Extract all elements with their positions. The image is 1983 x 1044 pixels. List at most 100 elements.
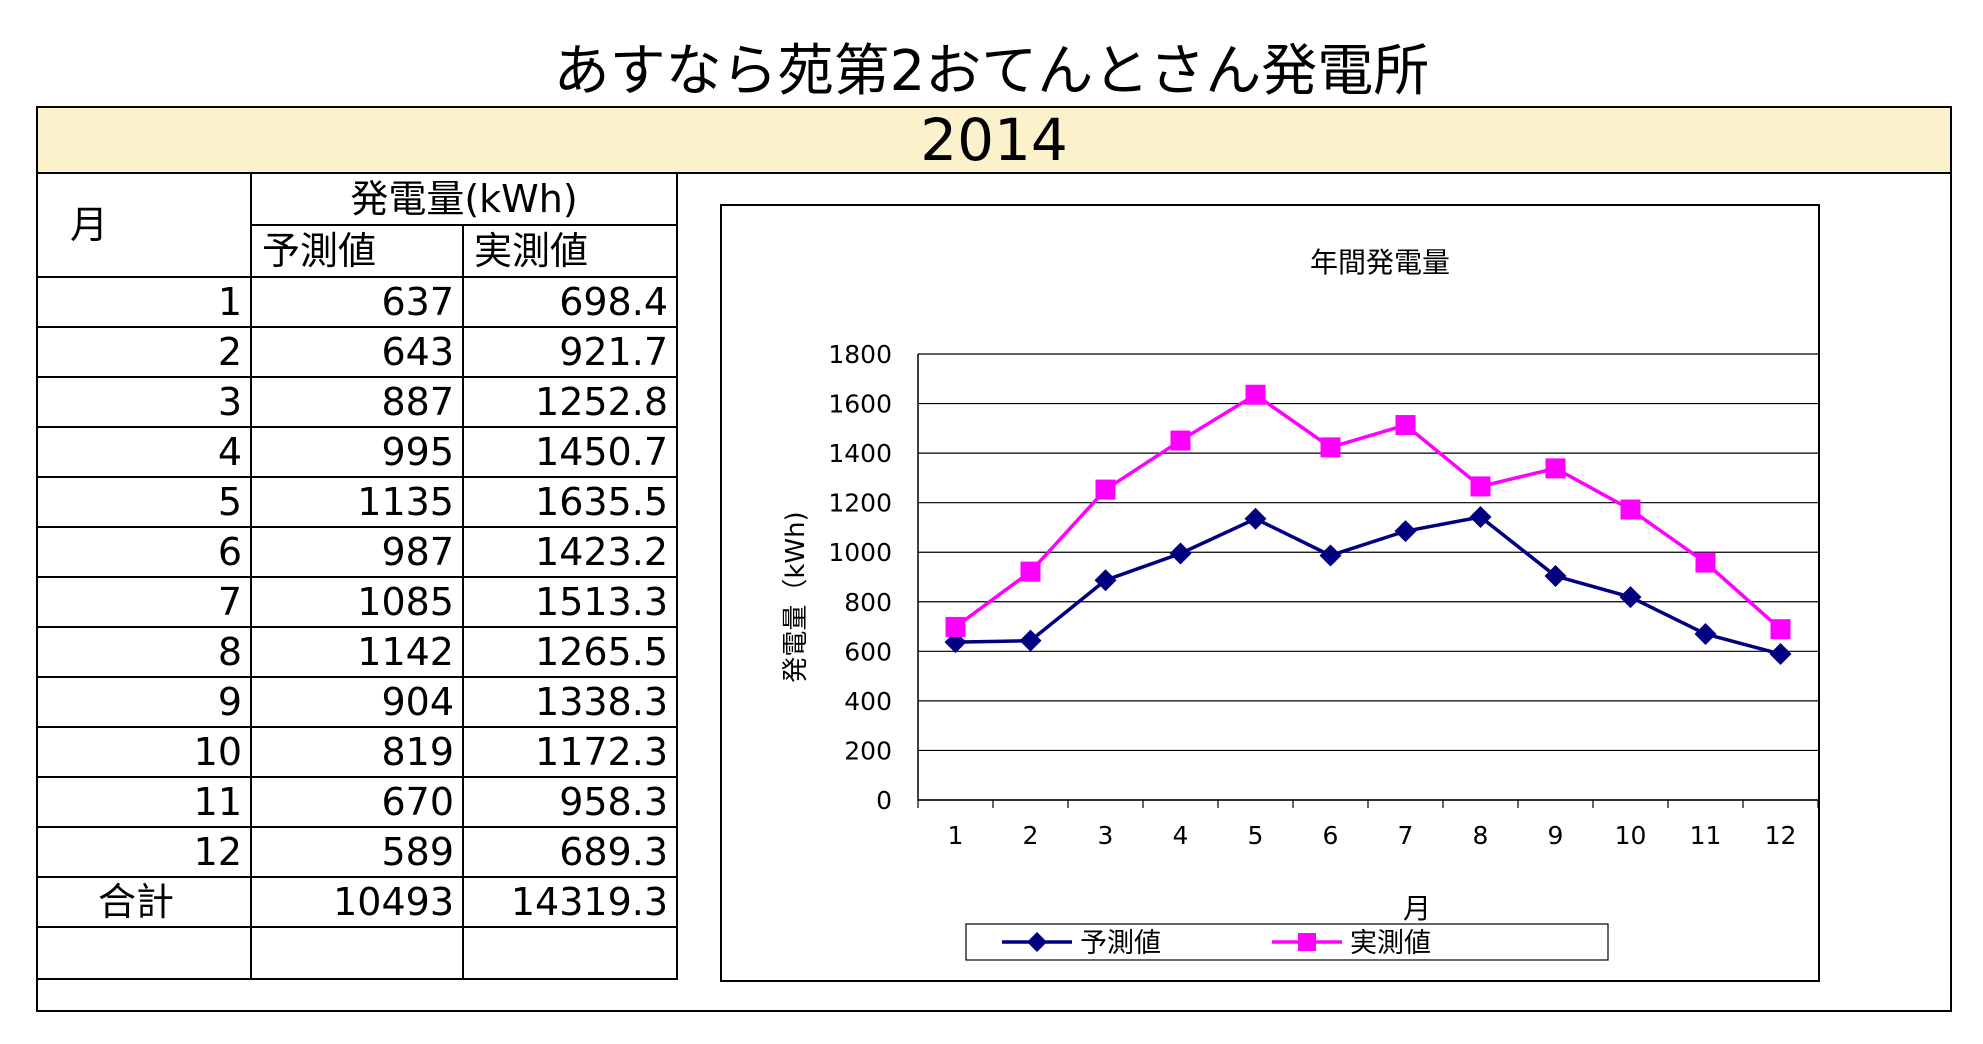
actual-cell: 1635.5 <box>462 476 678 528</box>
y-tick-label: 1200 <box>828 489 892 518</box>
x-tick-label: 4 <box>1173 821 1189 850</box>
month-cell: 6 <box>36 526 252 578</box>
forecast-cell: 987 <box>250 526 464 578</box>
forecast-header: 予測値 <box>250 224 464 278</box>
x-tick-label: 3 <box>1098 821 1114 850</box>
y-tick-label: 1400 <box>828 439 892 468</box>
annual-generation-chart: 年間発電量 0 200 400 600 800 1000 1200 1400 1600 1800 1 2… <box>720 204 1820 982</box>
actual-cell: 1172.3 <box>462 726 678 778</box>
data-point <box>1620 499 1641 520</box>
actual-cell: 698.4 <box>462 276 678 328</box>
empty-cell <box>36 926 252 980</box>
table-row: 4 995 1450.7 <box>36 426 678 478</box>
actual-cell: 921.7 <box>462 326 678 378</box>
blank-row <box>36 926 678 980</box>
total-actual: 14319.3 <box>462 876 678 928</box>
table-row: 7 1085 1513.3 <box>36 576 678 628</box>
x-tick-label: 5 <box>1248 821 1264 850</box>
x-tick-label: 2 <box>1023 821 1039 850</box>
month-cell: 3 <box>36 376 252 428</box>
y-tick-label: 400 <box>844 687 892 716</box>
legend-label: 予測値 <box>1080 928 1161 959</box>
month-cell: 1 <box>36 276 252 328</box>
data-point <box>1319 544 1342 567</box>
total-label: 合計 <box>36 876 252 928</box>
empty-cell <box>462 926 678 980</box>
data-point <box>1694 622 1717 645</box>
data-point <box>1769 643 1792 666</box>
y-axis-title: 発電量（kWh) <box>781 511 811 682</box>
forecast-cell: 1135 <box>250 476 464 528</box>
table-row: 12 589 689.3 <box>36 826 678 878</box>
data-point <box>1094 569 1117 592</box>
month-cell: 4 <box>36 426 252 478</box>
month-cell: 8 <box>36 626 252 678</box>
chart-title: 年間発電量 <box>1310 246 1450 279</box>
report-frame: 2014 月 発電量(kWh) 予測値 実測値 1 637 698.4 2 643 921… <box>36 106 1952 1012</box>
data-point <box>1019 629 1042 652</box>
data-point <box>1245 384 1266 405</box>
table-row: 5 1135 1635.5 <box>36 476 678 528</box>
y-tick-label: 1000 <box>828 538 892 567</box>
y-tick-label: 0 <box>876 786 892 815</box>
month-cell: 12 <box>36 826 252 878</box>
y-tick-label: 200 <box>844 736 892 765</box>
table-row: 8 1142 1265.5 <box>36 626 678 678</box>
table-row: 6 987 1423.2 <box>36 526 678 578</box>
actual-cell: 958.3 <box>462 776 678 828</box>
table-row: 10 819 1172.3 <box>36 726 678 778</box>
data-point <box>1470 476 1491 497</box>
empty-cell <box>250 926 464 980</box>
forecast-cell: 819 <box>250 726 464 778</box>
total-forecast: 10493 <box>250 876 464 928</box>
forecast-cell: 887 <box>250 376 464 428</box>
month-cell: 5 <box>36 476 252 528</box>
forecast-cell: 643 <box>250 326 464 378</box>
legend-marker <box>1027 932 1047 952</box>
table-row: 3 887 1252.8 <box>36 376 678 428</box>
generation-table: 月 発電量(kWh) 予測値 実測値 1 637 698.4 2 643 921.7 3 88… <box>36 172 678 980</box>
forecast-cell: 1085 <box>250 576 464 628</box>
data-point <box>1170 430 1191 451</box>
actual-cell: 1513.3 <box>462 576 678 628</box>
data-point <box>1394 520 1417 543</box>
page-title: あすなら苑第2おてんとさん発電所 <box>553 39 1430 104</box>
data-point <box>1545 458 1566 479</box>
data-point <box>1244 507 1267 530</box>
month-cell: 2 <box>36 326 252 378</box>
x-tick-label: 1 <box>948 821 964 850</box>
table-row: 11 670 958.3 <box>36 776 678 828</box>
year-banner: 2014 <box>38 108 1950 174</box>
month-cell: 9 <box>36 676 252 728</box>
legend-marker <box>1298 933 1316 951</box>
actual-cell: 1338.3 <box>462 676 678 728</box>
month-cell: 11 <box>36 776 252 828</box>
actual-cell: 1423.2 <box>462 526 678 578</box>
forecast-cell: 1142 <box>250 626 464 678</box>
x-tick-label: 11 <box>1690 821 1722 850</box>
x-tick-label: 9 <box>1548 821 1564 850</box>
table-row: 9 904 1338.3 <box>36 676 678 728</box>
generation-header: 発電量(kWh) <box>250 172 678 226</box>
month-cell: 7 <box>36 576 252 628</box>
forecast-cell: 995 <box>250 426 464 478</box>
forecast-cell: 637 <box>250 276 464 328</box>
x-tick-label: 8 <box>1473 821 1489 850</box>
y-tick-label: 600 <box>844 637 892 666</box>
actual-header: 実測値 <box>462 224 678 278</box>
data-point <box>945 616 966 637</box>
y-tick-label: 800 <box>844 588 892 617</box>
data-point <box>1020 561 1041 582</box>
actual-cell: 1450.7 <box>462 426 678 478</box>
table-row: 2 643 921.7 <box>36 326 678 378</box>
series-line <box>955 515 1781 656</box>
forecast-cell: 589 <box>250 826 464 878</box>
x-tick-label: 12 <box>1765 821 1797 850</box>
x-tick-label: 6 <box>1323 821 1339 850</box>
data-point <box>1770 619 1791 640</box>
data-point <box>1469 506 1492 529</box>
actual-cell: 689.3 <box>462 826 678 878</box>
actual-cell: 1252.8 <box>462 376 678 428</box>
total-row: 合計 10493 14319.3 <box>36 876 678 928</box>
